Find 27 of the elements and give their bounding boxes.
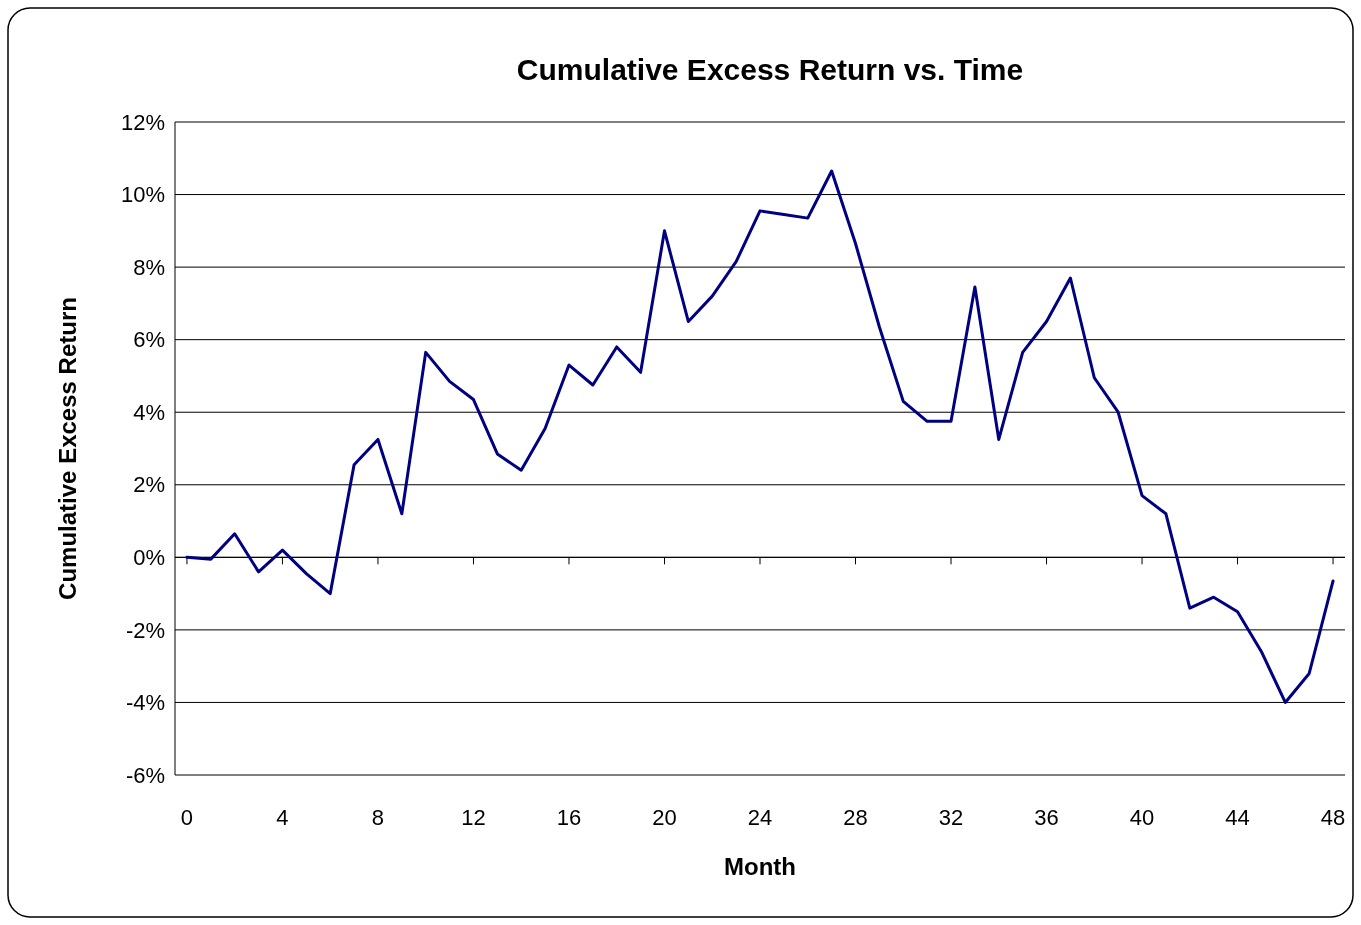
x-tick-label: 32: [938, 805, 964, 830]
chart-title: Cumulative Excess Return vs. Time: [516, 53, 1024, 86]
x-tick-label: 20: [652, 805, 677, 830]
y-tick-label: 0%: [133, 545, 165, 571]
x-tick-label: 0: [180, 805, 194, 830]
x-tick-label: 16: [556, 805, 582, 830]
y-tick-label: 12%: [120, 109, 165, 135]
x-axis-title: Month: [724, 853, 796, 880]
x-tick-label: 12: [461, 805, 486, 830]
x-tick-label: 8: [371, 805, 385, 830]
y-tick-label: 10%: [120, 182, 165, 208]
x-tick-label: 24: [747, 805, 773, 830]
x-tick-label: 36: [1034, 805, 1059, 830]
y-tick-label: 8%: [133, 254, 165, 280]
y-tick-label: -6%: [125, 762, 165, 788]
line-series: [185, 169, 1335, 704]
y-tick-label: 4%: [133, 399, 165, 425]
y-tick-label: -2%: [125, 617, 165, 643]
y-tick-label: 2%: [133, 472, 165, 498]
x-tick-label: 44: [1225, 805, 1250, 830]
x-tick-label: 48: [1320, 805, 1346, 830]
x-tick-label: 40: [1129, 805, 1155, 830]
y-tick-label: 6%: [133, 327, 165, 353]
y-axis-title: Cumulative Excess Return: [54, 297, 81, 600]
x-tick-label: 28: [843, 805, 868, 830]
y-tick-label: -4%: [125, 690, 165, 716]
x-tick-label: 4: [276, 805, 289, 830]
